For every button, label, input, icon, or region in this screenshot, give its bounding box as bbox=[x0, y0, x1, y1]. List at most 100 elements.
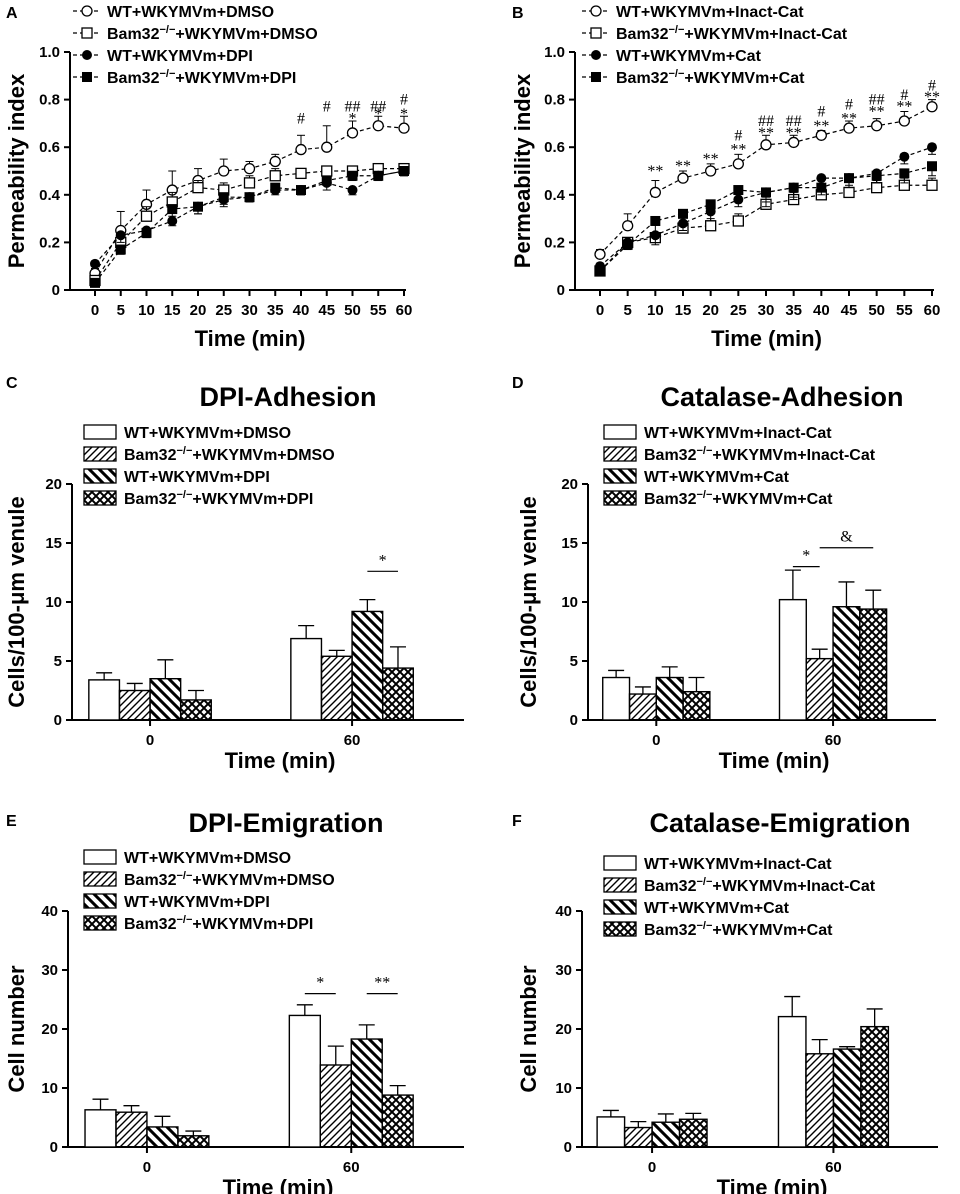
y-tick-label: 1.0 bbox=[39, 44, 60, 61]
x-tick-label: 40 bbox=[293, 302, 310, 319]
significance-mark: ** bbox=[374, 975, 390, 992]
data-point bbox=[622, 220, 634, 232]
data-point bbox=[733, 185, 744, 196]
data-point bbox=[788, 182, 799, 193]
data-point bbox=[90, 277, 100, 288]
data-point bbox=[898, 115, 910, 127]
series-1 bbox=[89, 162, 410, 287]
series-0 bbox=[596, 995, 807, 1148]
data-point bbox=[192, 182, 204, 194]
series-0 bbox=[88, 624, 323, 721]
y-tick-label: 0.2 bbox=[39, 234, 60, 251]
bar bbox=[805, 657, 834, 721]
x-tick-label: 45 bbox=[841, 302, 858, 319]
bar bbox=[351, 610, 384, 721]
series-3 bbox=[179, 646, 414, 721]
significance-mark: ## bbox=[786, 113, 802, 130]
chart-title: Catalase-Adhesion bbox=[660, 382, 903, 412]
bar bbox=[805, 1053, 835, 1148]
y-tick-label: 0 bbox=[564, 1139, 572, 1156]
y-tick-label: 0.2 bbox=[544, 234, 565, 251]
x-axis-label: Time (min) bbox=[719, 748, 830, 773]
significance-mark: ## bbox=[869, 92, 885, 109]
significance-mark: ** bbox=[841, 111, 857, 128]
legend-marker bbox=[82, 72, 92, 82]
legend-label: Bam32−/−+WKYMVm+Inact-Cat bbox=[616, 24, 848, 43]
panel-e: E 0 10 20 30 40 Cell number DPI-Emigration 0 60 Ti… bbox=[4, 808, 464, 1194]
series-3 bbox=[682, 589, 888, 721]
bar bbox=[832, 606, 861, 721]
data-point bbox=[269, 155, 281, 168]
legend-label: Bam32−/−+WKYMVm+Inact-Cat bbox=[644, 876, 876, 895]
series-3 bbox=[678, 1008, 890, 1148]
bar bbox=[179, 699, 212, 721]
panel-letter: C bbox=[6, 375, 18, 392]
legend-marker bbox=[82, 50, 92, 60]
legend-label: Bam32−/−+WKYMVm+DPI bbox=[124, 489, 313, 508]
legend-label: WT+WKYMVm+Inact-Cat bbox=[644, 856, 832, 873]
x-tick-label: 60 bbox=[396, 302, 413, 319]
series-2 bbox=[146, 1024, 383, 1148]
data-point bbox=[871, 120, 883, 132]
y-tick-label: 0.8 bbox=[544, 92, 565, 109]
y-tick-label: 0.4 bbox=[544, 187, 566, 204]
series-2 bbox=[651, 1046, 862, 1148]
data-point bbox=[347, 170, 358, 181]
chart-title: Catalase-Emigration bbox=[649, 808, 910, 838]
y-axis-label: Cell number bbox=[4, 965, 29, 1093]
significance-mark: # bbox=[817, 104, 825, 121]
bar bbox=[678, 1118, 708, 1148]
data-point bbox=[321, 165, 333, 177]
x-tick-label: 60 bbox=[343, 1159, 360, 1176]
data-point bbox=[844, 173, 854, 184]
data-point bbox=[926, 101, 938, 113]
y-tick-label: 10 bbox=[555, 1080, 572, 1097]
panel-a: A 0 0.2 0.4 0.6 0.8 1.0 Permeability index 0 5 10 1… bbox=[4, 4, 412, 351]
legend-label: Bam32−/−+WKYMVm+DPI bbox=[107, 68, 296, 87]
data-point bbox=[594, 248, 606, 260]
legend-label: WT+WKYMVm+Inact-Cat bbox=[644, 425, 832, 442]
data-point bbox=[732, 158, 744, 170]
y-tick-label: 15 bbox=[45, 535, 62, 552]
panel-f: F 0 10 20 30 40 Cell number Catalase-Emigration… bbox=[512, 808, 938, 1194]
y-tick-label: 0.8 bbox=[39, 92, 60, 109]
significance-mark: # bbox=[900, 87, 908, 104]
x-tick-label: 0 bbox=[596, 302, 604, 319]
series-1 bbox=[628, 648, 834, 721]
y-tick-label: 0 bbox=[557, 282, 565, 299]
series-3 bbox=[90, 166, 409, 288]
data-point bbox=[398, 122, 410, 134]
x-tick-label: 10 bbox=[647, 302, 664, 319]
significance-mark: ** bbox=[703, 151, 719, 168]
data-point bbox=[650, 215, 661, 226]
x-tick-label: 35 bbox=[267, 302, 284, 319]
x-axis-label: Time (min) bbox=[223, 1175, 334, 1194]
data-point bbox=[321, 141, 333, 153]
data-point bbox=[678, 208, 688, 219]
data-point bbox=[373, 170, 384, 181]
y-tick-label: 0.6 bbox=[544, 139, 565, 156]
data-point bbox=[218, 165, 230, 177]
series-3 bbox=[177, 1084, 414, 1148]
y-tick-label: 0.4 bbox=[39, 187, 61, 204]
legend-swatch bbox=[603, 424, 637, 440]
x-tick-label: 5 bbox=[623, 302, 631, 319]
data-point bbox=[346, 127, 359, 139]
data-point bbox=[705, 165, 717, 177]
bar bbox=[682, 690, 711, 721]
y-axis-label: Cells/100-μm venule bbox=[4, 496, 29, 708]
legend-swatch bbox=[83, 871, 117, 887]
bar bbox=[602, 676, 631, 721]
data-point bbox=[115, 230, 126, 241]
panel-c: C 0 5 10 15 20 Cells/100-μm venule DPI-Adhesion… bbox=[4, 375, 464, 773]
legend-swatch bbox=[603, 468, 637, 484]
legend-swatch bbox=[603, 855, 637, 871]
data-point bbox=[218, 192, 229, 203]
data-point bbox=[296, 185, 306, 196]
data-point bbox=[167, 215, 178, 226]
chart-title: DPI-Adhesion bbox=[199, 382, 376, 412]
legend-label: Bam32−/−+WKYMVm+Cat bbox=[616, 68, 805, 87]
data-point bbox=[816, 173, 827, 184]
y-axis-label: Permeability index bbox=[510, 73, 535, 268]
